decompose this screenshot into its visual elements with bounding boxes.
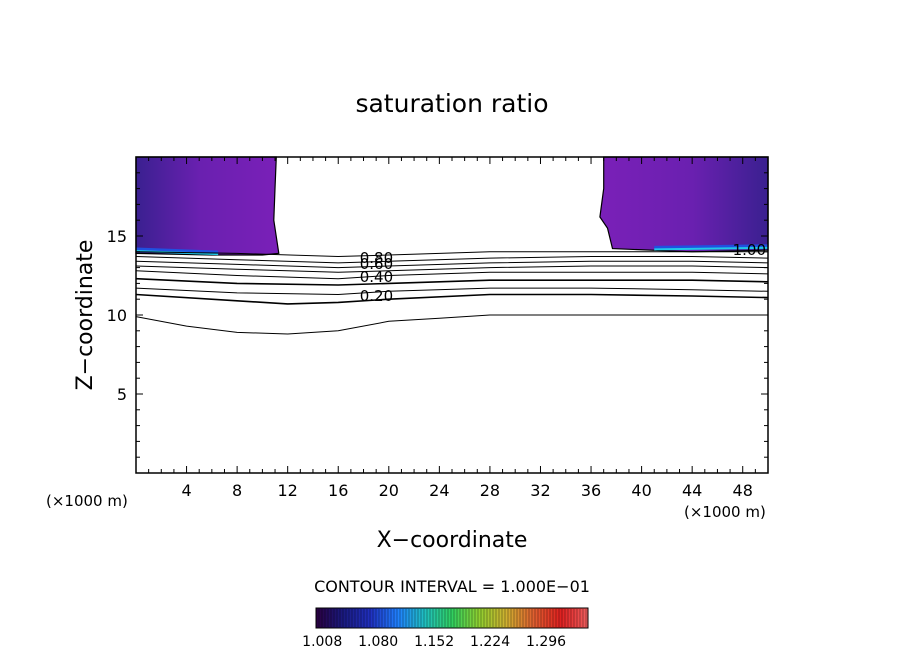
x-tick-label: 8 bbox=[232, 481, 242, 500]
colorbar-tick-label: 1.152 bbox=[414, 634, 454, 650]
contour-line bbox=[135, 287, 769, 296]
x-tick-label: 16 bbox=[328, 481, 348, 500]
region-right bbox=[599, 156, 769, 253]
x-tick-label: 40 bbox=[631, 481, 651, 500]
contour-lines bbox=[135, 251, 769, 335]
x-tick-label: 28 bbox=[480, 481, 500, 500]
contour-line bbox=[135, 251, 768, 258]
x-tick-label: 20 bbox=[379, 481, 399, 500]
contour-label: 0.80 bbox=[360, 249, 393, 267]
region-edge-left bbox=[135, 247, 219, 254]
colorbar-tick-label: 1.296 bbox=[526, 634, 566, 650]
contour-line bbox=[135, 265, 769, 273]
contour-label: 0.40 bbox=[360, 268, 393, 286]
contour-line bbox=[135, 314, 768, 335]
contour-line bbox=[135, 293, 769, 305]
contour-label: 0.20 bbox=[360, 287, 393, 305]
supersaturated-fills bbox=[135, 156, 769, 256]
x-tick-label: 32 bbox=[530, 481, 550, 500]
colorbar-bands bbox=[318, 609, 587, 627]
y-tick-label: 10 bbox=[107, 306, 127, 325]
region-left bbox=[135, 156, 280, 256]
x-tick-label: 44 bbox=[682, 481, 702, 500]
y-tick-label: 15 bbox=[107, 227, 127, 246]
contour-line bbox=[135, 277, 769, 286]
contour-line bbox=[135, 256, 769, 264]
contour-label: 0.60 bbox=[360, 255, 393, 273]
region-edge-right bbox=[654, 244, 769, 249]
region-cyan-right bbox=[654, 246, 769, 251]
x-tick-label: 12 bbox=[278, 481, 298, 500]
colorbar-tick-label: 1.080 bbox=[358, 634, 398, 650]
contour-labels: 0.800.600.400.20 1.00 bbox=[360, 241, 766, 305]
x-tick-label: 24 bbox=[429, 481, 449, 500]
x-tick-label: 36 bbox=[581, 481, 601, 500]
x-axis-label: X−coordinate bbox=[377, 528, 528, 553]
contour-label: 1.00 bbox=[733, 241, 766, 259]
x-unit-right: (×1000 m) bbox=[684, 503, 766, 521]
x-unit-left: (×1000 m) bbox=[46, 492, 128, 510]
contour-line bbox=[135, 260, 769, 269]
colorbar-ticks: 1.008 1.080 1.152 1.224 1.296 bbox=[302, 634, 566, 650]
colorbar-tick-label: 1.008 bbox=[302, 634, 342, 650]
chart-title: saturation ratio bbox=[355, 89, 548, 118]
x-tick-label: 4 bbox=[181, 481, 191, 500]
y-tick-label: 5 bbox=[117, 385, 127, 404]
y-axis-label: Z−coordinate bbox=[73, 240, 98, 391]
contour-interval-text: CONTOUR INTERVAL = 1.000E−01 bbox=[314, 577, 590, 596]
x-tick-label: 48 bbox=[733, 481, 753, 500]
contour-line bbox=[135, 270, 769, 280]
colorbar-tick-label: 1.224 bbox=[470, 634, 510, 650]
